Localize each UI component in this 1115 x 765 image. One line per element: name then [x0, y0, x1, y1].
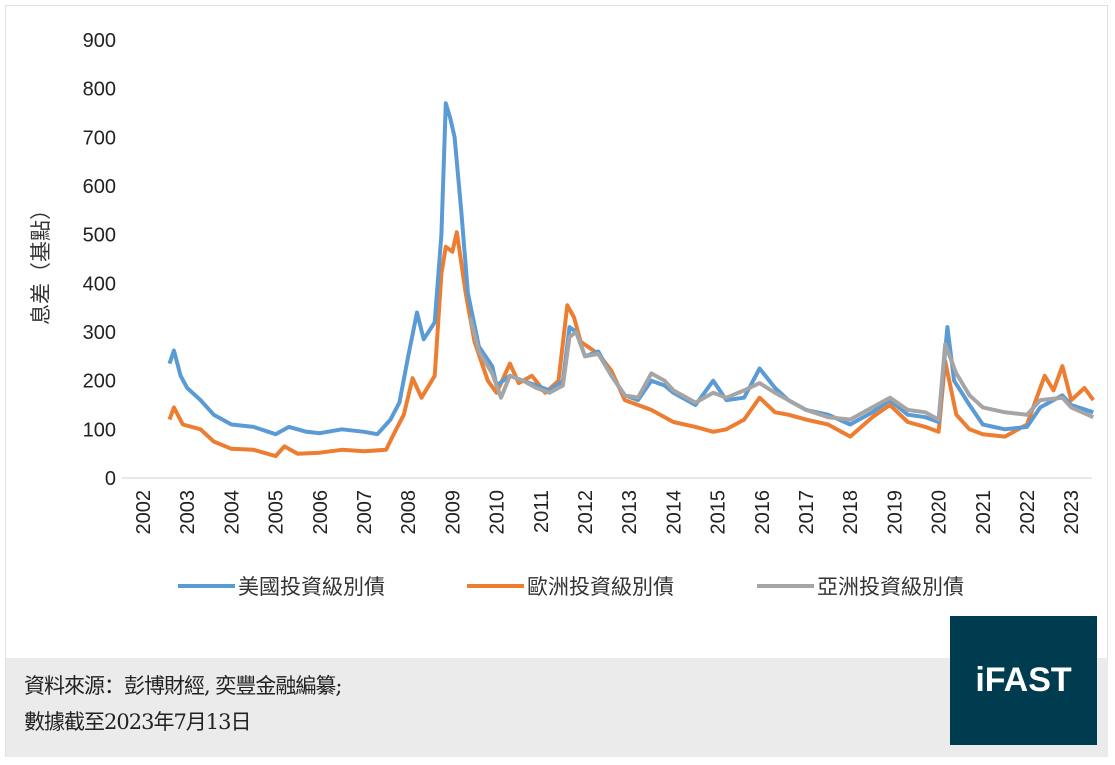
y-tick-label: 100 [83, 419, 116, 441]
logo-text: iFAST [975, 661, 1072, 699]
legend-label: 美國投資級別債 [238, 575, 385, 599]
x-tick-label: 2018 [840, 490, 862, 535]
y-tick-label: 500 [83, 225, 116, 247]
x-tick-label: 2009 [442, 490, 464, 535]
x-tick-label: 2016 [752, 490, 774, 535]
x-tick-label: 2007 [354, 490, 376, 535]
x-tick-label: 2019 [884, 490, 906, 535]
x-tick-label: 2021 [973, 490, 995, 535]
x-tick-label: 2010 [487, 490, 509, 535]
x-tick-label: 2020 [929, 490, 951, 535]
y-axis-label: 息差（基點） [29, 199, 53, 325]
x-tick-label: 2002 [133, 490, 155, 535]
x-tick-label: 2006 [310, 490, 332, 535]
y-tick-label: 300 [83, 322, 116, 344]
y-tick-label: 400 [83, 273, 116, 295]
x-tick-label: 2012 [575, 490, 597, 535]
x-tick-label: 2015 [708, 490, 730, 535]
date-note: 數據截至2023年7月13日 [24, 710, 252, 734]
line-chart: 0 100 200 300 400 500 600 700 800 900 2002 2003 200… [29, 30, 1095, 599]
legend-label: 歐洲投資級別債 [527, 575, 674, 599]
x-tick-label: 2014 [663, 490, 685, 535]
legend-label: 亞洲投資級別債 [817, 575, 964, 599]
legend: 美國投資級別債 歐洲投資級別債 亞洲投資級別債 [178, 575, 964, 599]
series-line-2 [167, 230, 1095, 459]
x-tick-label: 2022 [1017, 490, 1039, 535]
y-tick-label: 700 [83, 127, 116, 149]
series-line-3 [468, 316, 1095, 422]
ifast-logo: iFAST [950, 616, 1097, 745]
x-tick-label: 2017 [796, 490, 818, 535]
x-tick-label: 2008 [398, 490, 420, 535]
x-tick-label: 2005 [266, 490, 288, 535]
series-line-1 [167, 101, 1094, 437]
x-tick-label: 2011 [531, 490, 553, 533]
y-tick-label: 200 [83, 371, 116, 393]
y-tick-label: 800 [83, 79, 116, 101]
x-tick-label: 2004 [221, 490, 243, 535]
footer: 資料來源：彭博財經, 奕豐金融編纂; 數據截至2023年7月13日 [6, 658, 1108, 757]
y-tick-label: 0 [105, 468, 116, 490]
x-tick-label: 2023 [1061, 490, 1083, 535]
source-note: 資料來源：彭博財經, 奕豐金融編纂; [24, 674, 342, 698]
y-tick-label: 600 [83, 176, 116, 198]
x-tick-label: 2013 [619, 490, 641, 535]
y-tick-label: 900 [83, 30, 116, 52]
x-tick-label: 2003 [177, 490, 199, 535]
